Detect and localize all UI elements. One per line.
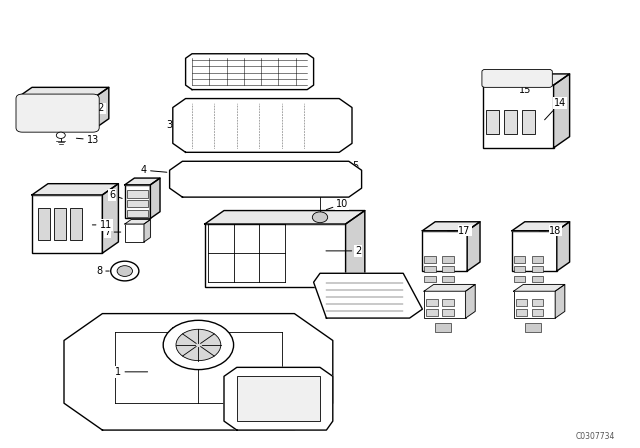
Bar bbox=[516, 309, 527, 316]
Polygon shape bbox=[514, 284, 564, 291]
Polygon shape bbox=[512, 222, 570, 231]
Polygon shape bbox=[466, 284, 475, 318]
Bar bbox=[127, 210, 148, 217]
Text: 7: 7 bbox=[104, 227, 121, 237]
Bar bbox=[514, 266, 525, 272]
Bar bbox=[127, 190, 148, 198]
Text: 9: 9 bbox=[256, 382, 273, 395]
Bar bbox=[426, 309, 438, 316]
Polygon shape bbox=[102, 184, 118, 253]
Bar bbox=[532, 266, 543, 272]
Text: 12: 12 bbox=[79, 103, 106, 113]
Circle shape bbox=[176, 329, 221, 361]
Bar bbox=[54, 208, 66, 240]
Text: 15: 15 bbox=[518, 81, 531, 95]
Circle shape bbox=[163, 320, 234, 370]
Bar bbox=[19, 96, 96, 128]
Polygon shape bbox=[125, 220, 150, 224]
Polygon shape bbox=[422, 222, 480, 231]
Polygon shape bbox=[554, 74, 570, 148]
Bar bbox=[532, 276, 543, 282]
Polygon shape bbox=[555, 284, 564, 318]
Polygon shape bbox=[424, 284, 475, 291]
Bar bbox=[38, 208, 50, 240]
Bar bbox=[483, 85, 554, 148]
Bar bbox=[237, 376, 320, 421]
Bar bbox=[435, 323, 451, 332]
Bar bbox=[125, 224, 144, 242]
Polygon shape bbox=[19, 87, 109, 96]
Text: 1: 1 bbox=[115, 367, 148, 377]
Text: 20: 20 bbox=[234, 67, 246, 77]
Text: 2: 2 bbox=[326, 246, 362, 256]
Text: 13: 13 bbox=[76, 135, 99, 145]
Bar bbox=[442, 299, 454, 306]
Text: 18: 18 bbox=[539, 226, 562, 236]
Bar bbox=[70, 208, 82, 240]
Polygon shape bbox=[224, 367, 333, 430]
Bar bbox=[532, 299, 543, 306]
Text: 3: 3 bbox=[166, 121, 193, 130]
Polygon shape bbox=[64, 314, 333, 430]
Bar bbox=[532, 256, 543, 263]
Polygon shape bbox=[144, 220, 150, 242]
Bar bbox=[205, 224, 346, 287]
Polygon shape bbox=[557, 222, 570, 271]
Bar bbox=[426, 299, 438, 306]
Bar bbox=[422, 231, 467, 271]
Text: 10: 10 bbox=[326, 199, 349, 210]
FancyBboxPatch shape bbox=[482, 69, 552, 87]
Bar bbox=[532, 309, 543, 316]
Polygon shape bbox=[96, 87, 109, 128]
Text: 4: 4 bbox=[141, 165, 167, 175]
Text: 5: 5 bbox=[326, 161, 358, 178]
Bar bbox=[504, 110, 517, 134]
Text: 11: 11 bbox=[92, 220, 112, 230]
FancyBboxPatch shape bbox=[16, 94, 99, 132]
Bar bbox=[424, 266, 436, 272]
Polygon shape bbox=[314, 273, 422, 318]
Polygon shape bbox=[170, 161, 362, 197]
Polygon shape bbox=[483, 74, 570, 85]
Bar bbox=[442, 266, 454, 272]
Circle shape bbox=[56, 132, 65, 138]
Bar bbox=[486, 110, 499, 134]
Bar bbox=[32, 195, 102, 253]
Bar bbox=[514, 291, 556, 318]
Text: 16: 16 bbox=[171, 327, 189, 337]
Polygon shape bbox=[150, 178, 160, 218]
Text: 6: 6 bbox=[109, 190, 122, 200]
Bar bbox=[442, 309, 454, 316]
Text: 19: 19 bbox=[346, 289, 364, 298]
Polygon shape bbox=[32, 184, 118, 195]
Circle shape bbox=[117, 266, 132, 276]
Polygon shape bbox=[467, 222, 480, 271]
Polygon shape bbox=[346, 211, 365, 287]
Polygon shape bbox=[205, 211, 365, 224]
Circle shape bbox=[312, 212, 328, 223]
Bar bbox=[125, 185, 150, 218]
Text: 14: 14 bbox=[545, 98, 566, 120]
Bar bbox=[442, 276, 454, 282]
Polygon shape bbox=[125, 178, 160, 185]
Text: C0307734: C0307734 bbox=[575, 432, 615, 441]
Bar bbox=[127, 200, 148, 207]
Polygon shape bbox=[173, 99, 352, 152]
Bar bbox=[514, 276, 525, 282]
Bar bbox=[525, 323, 541, 332]
Bar bbox=[514, 256, 525, 263]
Bar bbox=[424, 291, 466, 318]
Bar bbox=[522, 110, 535, 134]
Bar bbox=[442, 256, 454, 263]
Polygon shape bbox=[186, 54, 314, 90]
Bar bbox=[516, 299, 527, 306]
Circle shape bbox=[111, 261, 139, 281]
Bar bbox=[424, 276, 436, 282]
Bar bbox=[512, 231, 557, 271]
Text: 8: 8 bbox=[96, 266, 109, 276]
Text: 17: 17 bbox=[447, 226, 471, 236]
Bar bbox=[424, 256, 436, 263]
